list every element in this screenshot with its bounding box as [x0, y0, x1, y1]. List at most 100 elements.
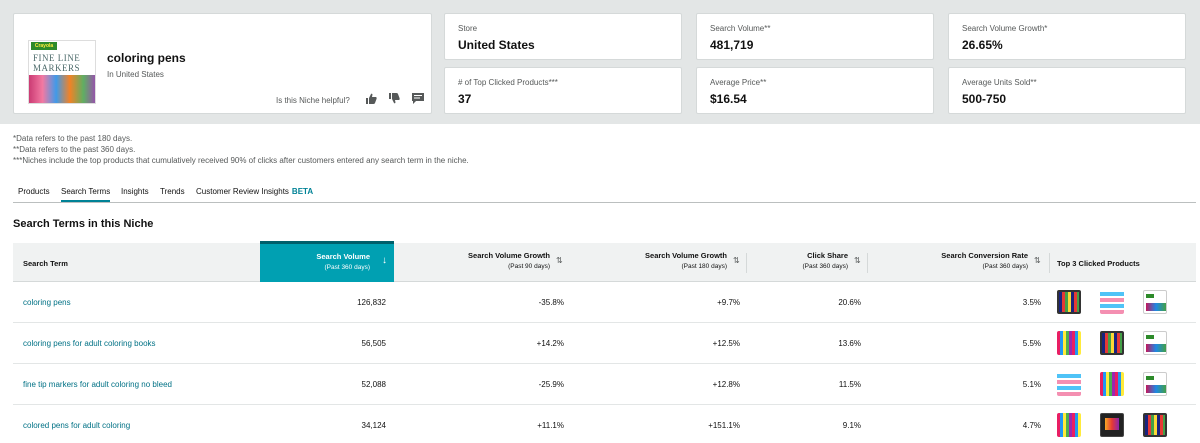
footnote-niche: ***Niches include the top products that … — [13, 156, 469, 165]
metric-search-volume-growth: Search Volume Growth* 26.65% — [948, 13, 1186, 60]
footnote-360: **Data refers to the past 360 days. — [13, 145, 136, 154]
metric-label: Average Units Sold** — [962, 78, 1037, 87]
arrow-down-icon[interactable]: ↓ — [382, 255, 387, 266]
footnotes: *Data refers to the past 180 days. **Dat… — [13, 133, 469, 166]
metric-value: $16.54 — [710, 92, 747, 106]
thumbs-up-icon[interactable] — [364, 93, 378, 105]
col-subtitle: (Past 180 days) — [681, 263, 727, 270]
metric-label: # of Top Clicked Products*** — [458, 78, 558, 87]
metric-label: Average Price** — [710, 78, 767, 87]
col-header-growth-90[interactable]: Search Volume Growth (Past 90 days) — [468, 251, 550, 270]
click-share-value: 11.5% — [838, 380, 861, 389]
tab-search-terms[interactable]: Search Terms — [61, 187, 111, 202]
metric-value: 481,719 — [710, 38, 754, 52]
thumbs-down-icon[interactable] — [387, 93, 401, 105]
product-thumbnail[interactable] — [1100, 372, 1124, 396]
col-header-click-share[interactable]: Click Share (Past 360 days) — [802, 251, 848, 270]
col-title: Search Volume Growth — [468, 251, 550, 260]
product-thumbnail[interactable] — [1100, 331, 1124, 355]
search-volume-value: 52,088 — [361, 380, 386, 389]
tab-trends[interactable]: Trends — [160, 187, 185, 196]
product-thumbnail[interactable] — [1057, 372, 1081, 396]
metric-average-units-sold: Average Units Sold** 500-750 — [948, 67, 1186, 114]
niche-card: Crayola FINE LINE MARKERS coloring pens … — [13, 13, 432, 114]
section-title: Search Terms in this Niche — [13, 218, 154, 230]
product-thumbnail[interactable] — [1143, 331, 1167, 355]
product-thumbnail[interactable] — [1057, 331, 1081, 355]
product-thumbnail[interactable] — [1143, 372, 1167, 396]
search-volume-value: 126,832 — [357, 298, 386, 307]
beta-badge: BETA — [291, 187, 314, 196]
growth-180-value: +9.7% — [717, 298, 740, 307]
col-title: Search Volume Growth — [645, 251, 727, 260]
tab-insights[interactable]: Insights — [121, 187, 149, 196]
sort-icon[interactable]: ⇅ — [733, 256, 740, 265]
col-header-growth-180[interactable]: Search Volume Growth (Past 180 days) — [645, 251, 727, 270]
table-row: coloring pens 126,832 -35.8% +9.7% 20.6%… — [13, 282, 1196, 323]
table-row: coloring pens for adult coloring books 5… — [13, 323, 1196, 364]
col-title: Click Share — [807, 251, 848, 260]
search-term-link[interactable]: colored pens for adult coloring — [23, 421, 131, 430]
growth-90-value: +11.1% — [537, 421, 564, 430]
metric-store: Store United States — [444, 13, 682, 60]
col-header-top-products: Top 3 Clicked Products — [1057, 259, 1140, 268]
tab-products[interactable]: Products — [18, 187, 50, 196]
growth-90-value: +14.2% — [536, 339, 564, 348]
table-header: Search Term Search Volume (Past 360 days… — [13, 241, 1196, 282]
product-thumbnail[interactable] — [1057, 413, 1081, 437]
metric-label: Store — [458, 24, 478, 33]
col-subtitle: (Past 90 days) — [508, 263, 550, 270]
col-subtitle: (Past 360 days) — [802, 263, 848, 270]
sorted-column-header[interactable]: Search Volume (Past 360 days) ↓ — [260, 241, 394, 282]
brand-logo: Crayola — [31, 42, 57, 50]
search-volume-value: 56,505 — [361, 339, 386, 348]
metric-value: 500-750 — [962, 92, 1007, 106]
niche-marketplace: In United States — [107, 70, 164, 79]
thumbnail-artwork — [29, 75, 95, 103]
growth-180-value: +12.5% — [712, 339, 740, 348]
metric-label: Search Volume** — [710, 24, 771, 33]
product-thumbnail[interactable] — [1143, 290, 1167, 314]
metric-value: 37 — [458, 92, 472, 106]
growth-90-value: -35.8% — [538, 298, 564, 307]
col-header-search-term[interactable]: Search Term — [23, 259, 68, 268]
column-divider — [1049, 253, 1050, 273]
thumbnail-title: FINE LINE MARKERS — [33, 53, 81, 73]
sort-icon[interactable]: ⇅ — [854, 256, 861, 265]
click-share-value: 13.6% — [838, 339, 861, 348]
tab-customer-review-insights[interactable]: Customer Review Insights BETA — [196, 187, 313, 196]
metric-average-price: Average Price** $16.54 — [696, 67, 934, 114]
growth-90-value: -25.9% — [538, 380, 564, 389]
product-thumbnail[interactable] — [1143, 413, 1167, 437]
search-term-link[interactable]: coloring pens — [23, 298, 71, 307]
col-header-conversion-rate[interactable]: Search Conversion Rate (Past 360 days) — [941, 251, 1028, 270]
click-share-value: 9.1% — [842, 421, 861, 430]
metric-label: Search Volume Growth* — [962, 24, 1048, 33]
column-divider — [746, 253, 747, 273]
metric-value: United States — [458, 38, 535, 52]
conversion-rate-value: 5.5% — [1022, 339, 1041, 348]
sort-icon[interactable]: ⇅ — [556, 256, 563, 265]
helpful-prompt: Is this Niche helpful? — [276, 96, 350, 105]
comment-icon[interactable] — [411, 93, 425, 105]
tab-label: Customer Review Insights — [196, 187, 289, 196]
sort-icon[interactable]: ⇅ — [1034, 256, 1041, 265]
metric-search-volume: Search Volume** 481,719 — [696, 13, 934, 60]
product-thumbnail[interactable] — [1057, 290, 1081, 314]
tab-bar: Products Search Terms Insights Trends Cu… — [13, 186, 1196, 203]
col-title: Search Conversion Rate — [941, 251, 1028, 260]
conversion-rate-value: 3.5% — [1022, 298, 1041, 307]
growth-180-value: +151.1% — [708, 421, 740, 430]
click-share-value: 20.6% — [838, 298, 861, 307]
product-thumbnail[interactable] — [1100, 413, 1124, 437]
col-title: Search Volume — [316, 252, 370, 261]
search-volume-value: 34,124 — [361, 421, 386, 430]
search-term-link[interactable]: coloring pens for adult coloring books — [23, 339, 156, 348]
conversion-rate-value: 4.7% — [1022, 421, 1041, 430]
metric-value: 26.65% — [962, 38, 1003, 52]
column-divider — [867, 253, 868, 273]
col-subtitle: (Past 360 days) — [982, 263, 1028, 270]
table-row: fine tip markers for adult coloring no b… — [13, 364, 1196, 405]
product-thumbnail[interactable] — [1100, 290, 1124, 314]
search-term-link[interactable]: fine tip markers for adult coloring no b… — [23, 380, 172, 389]
